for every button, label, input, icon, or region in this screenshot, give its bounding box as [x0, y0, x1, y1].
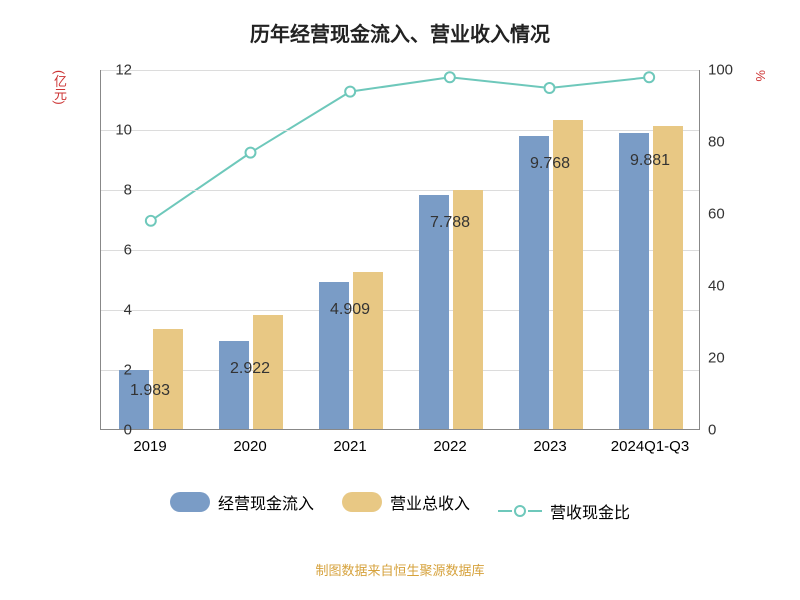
legend-item: 营收现金比	[498, 499, 630, 523]
x-tick: 2024Q1-Q3	[611, 438, 689, 455]
y-axis-left-label: (亿元)	[50, 70, 69, 105]
legend-label: 经营现金流入	[218, 490, 314, 514]
y-left-tick: 10	[115, 122, 132, 139]
chart-area: (亿元) % 024681012020406080100201920202021…	[60, 70, 740, 470]
y-left-tick: 12	[115, 62, 132, 79]
bar-value-label: 2.922	[230, 360, 270, 378]
line-marker	[146, 216, 156, 226]
bar-0	[619, 133, 649, 429]
legend-swatch	[342, 492, 382, 512]
x-tick: 2023	[533, 438, 566, 455]
x-tick: 2019	[133, 438, 166, 455]
legend-label: 营业总收入	[390, 490, 470, 514]
legend: 经营现金流入 营业总收入 营收现金比	[0, 490, 800, 523]
line-marker	[345, 87, 355, 97]
bar-value-label: 7.788	[430, 214, 470, 232]
grid-line	[101, 130, 699, 131]
x-tick: 2020	[233, 438, 266, 455]
legend-line-icon	[498, 505, 542, 517]
bar-value-label: 9.881	[630, 152, 670, 170]
legend-item: 经营现金流入	[170, 490, 314, 514]
data-source-footer: 制图数据来自恒生聚源数据库	[0, 560, 800, 579]
y-right-tick: 80	[708, 134, 725, 151]
chart-title: 历年经营现金流入、营业收入情况	[0, 0, 800, 47]
bar-value-label: 1.983	[130, 382, 170, 400]
y-left-tick: 4	[124, 302, 132, 319]
y-right-tick: 0	[708, 422, 716, 439]
bar-0	[519, 136, 549, 429]
y-axis-right-label: %	[753, 70, 768, 82]
grid-line	[101, 310, 699, 311]
grid-line	[101, 250, 699, 251]
bar-1	[153, 329, 183, 430]
bar-value-label: 4.909	[330, 301, 370, 319]
legend-item: 营业总收入	[342, 490, 470, 514]
grid-line	[101, 70, 699, 71]
line-marker	[445, 72, 455, 82]
bar-1	[653, 126, 683, 429]
bar-0	[219, 341, 249, 429]
line-marker	[246, 148, 256, 158]
y-right-tick: 100	[708, 62, 733, 79]
y-left-tick: 6	[124, 242, 132, 259]
x-tick: 2022	[433, 438, 466, 455]
y-left-tick: 0	[124, 422, 132, 439]
y-left-tick: 2	[124, 362, 132, 379]
bar-value-label: 9.768	[530, 155, 570, 173]
line-marker	[545, 83, 555, 93]
y-right-tick: 40	[708, 278, 725, 295]
plot-region	[100, 70, 700, 430]
legend-swatch	[170, 492, 210, 512]
grid-line	[101, 190, 699, 191]
grid-line	[101, 370, 699, 371]
y-left-tick: 8	[124, 182, 132, 199]
y-right-tick: 20	[708, 350, 725, 367]
line-marker	[644, 72, 654, 82]
bar-1	[353, 272, 383, 430]
x-tick: 2021	[333, 438, 366, 455]
y-right-tick: 60	[708, 206, 725, 223]
legend-label: 营收现金比	[550, 499, 630, 523]
